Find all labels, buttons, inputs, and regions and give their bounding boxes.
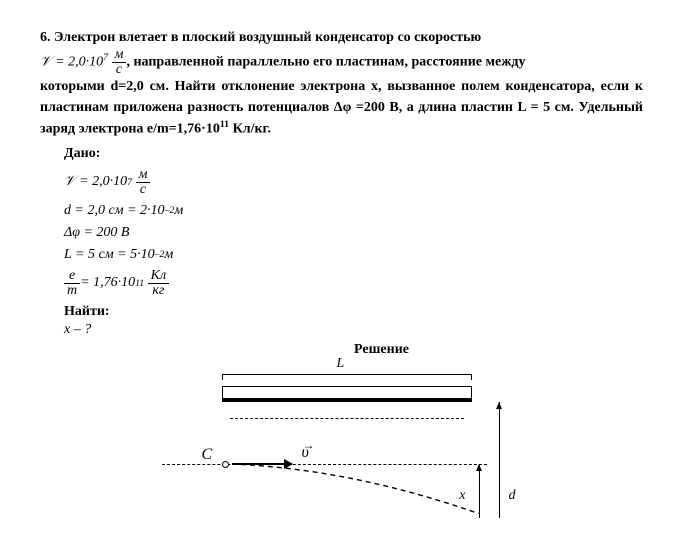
- label-v: → υ: [302, 444, 309, 462]
- vector-arrow-overline-icon: →: [303, 438, 315, 453]
- given-L: L = 5 см = 5·10–2 м: [64, 247, 643, 263]
- d-dimension-arrow: [499, 402, 500, 518]
- problem-statement: 6. Электрон влетает в плоский воздушный …: [40, 28, 643, 140]
- x-dimension-arrow: [479, 464, 480, 518]
- given-L-exp: –2: [155, 249, 165, 260]
- given-velocity-unit-den: с: [136, 183, 151, 197]
- given-em-unit: Кл кг: [148, 269, 169, 298]
- given-dphi: Δφ = 200 В: [64, 225, 643, 241]
- given-d-unit: м: [174, 203, 183, 219]
- given-em-mid: = 1,76·10: [80, 275, 135, 291]
- given-velocity: 𝒱 = 2,0·107 м с: [64, 168, 643, 197]
- velocity-unit-den: с: [112, 63, 127, 77]
- given-em-unit-num: Кл: [148, 269, 169, 284]
- given-em-den: m: [64, 284, 80, 298]
- find-line: x – ?: [64, 322, 643, 338]
- given-velocity-unit: м с: [136, 168, 151, 197]
- plate-inner-dashed: [230, 418, 464, 419]
- label-x: x: [459, 488, 465, 504]
- given-velocity-exp: 7: [127, 177, 132, 188]
- problem-line2-exp: 11: [220, 119, 229, 130]
- problem-line1a: Электрон влетает в плоский воздушный кон…: [54, 30, 481, 45]
- given-velocity-unit-num: м: [136, 168, 151, 183]
- top-plate-edge: [222, 398, 472, 402]
- given-L-base: L = 5 см = 5·10: [64, 247, 155, 263]
- velocity-unit-fraction: м с: [112, 48, 127, 77]
- bracket-left-tick: [222, 374, 223, 380]
- given-dphi-text: Δφ = 200 В: [64, 225, 129, 241]
- capacitor-diagram: L C → υ x d: [142, 360, 542, 520]
- problem-line1b: , направленной параллельно его пластинам…: [126, 55, 525, 70]
- given-em-unit-den: кг: [148, 284, 169, 298]
- velocity-base: 𝒱 = 2,0·10: [40, 55, 103, 70]
- given-velocity-base: 𝒱 = 2,0·10: [64, 174, 127, 190]
- velocity-unit-num: м: [112, 48, 127, 63]
- problem-line2-tail: Кл/кг.: [229, 122, 271, 137]
- given-em-fraction: e m: [64, 269, 80, 298]
- given-d-exp: –2: [165, 205, 175, 216]
- given-d: d = 2,0 см = 2·10–2 м: [64, 203, 643, 219]
- trajectory-curve: [232, 464, 480, 514]
- given-d-base: d = 2,0 см = 2·10: [64, 203, 165, 219]
- problem-number: 6.: [40, 30, 51, 45]
- given-label: Дано:: [64, 146, 643, 162]
- label-d: d: [509, 488, 516, 504]
- label-L: L: [337, 356, 345, 372]
- length-bracket: [222, 374, 472, 384]
- velocity-exp: 7: [103, 52, 108, 63]
- given-em-exp: 11: [135, 278, 144, 289]
- find-label: Найти:: [64, 304, 643, 320]
- given-em: e m = 1,76·1011 Кл кг: [64, 269, 643, 298]
- given-L-unit: м: [164, 247, 173, 263]
- bracket-right-tick: [471, 374, 472, 380]
- given-em-num: e: [64, 269, 80, 284]
- problem-line2: которыми d=2,0 см. Найти отклонение элек…: [40, 79, 643, 136]
- given-block: Дано: 𝒱 = 2,0·107 м с d = 2,0 см = 2·10–…: [64, 146, 643, 338]
- entry-point-icon: [222, 461, 229, 468]
- label-C: C: [202, 446, 213, 464]
